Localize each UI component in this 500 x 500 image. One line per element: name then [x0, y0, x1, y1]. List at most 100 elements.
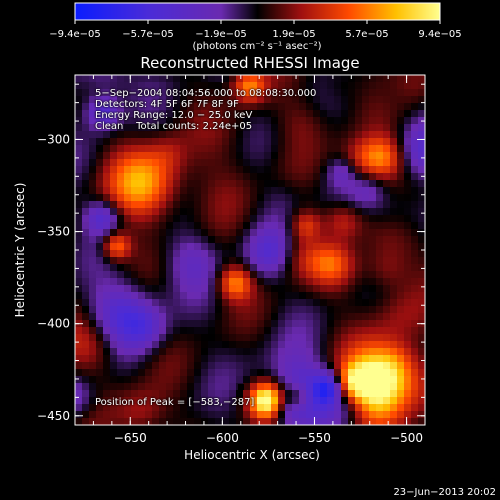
- heatmap-cell: [243, 215, 251, 223]
- heatmap-cell: [390, 313, 398, 321]
- heatmap-cell: [313, 362, 321, 370]
- heatmap-cell: [299, 376, 307, 384]
- heatmap-cell: [313, 222, 321, 230]
- heatmap-cell: [411, 285, 419, 293]
- heatmap-cell: [82, 124, 90, 132]
- heatmap-cell: [271, 306, 279, 314]
- heatmap-cell: [180, 222, 188, 230]
- heatmap-cell: [96, 264, 104, 272]
- heatmap-cell: [341, 82, 349, 90]
- heatmap-cell: [180, 327, 188, 335]
- heatmap-cell: [89, 138, 97, 146]
- heatmap-cell: [166, 285, 174, 293]
- heatmap-cell: [334, 362, 342, 370]
- heatmap-cell: [320, 334, 328, 342]
- heatmap-cell: [103, 355, 111, 363]
- heatmap-cell: [96, 271, 104, 279]
- heatmap-cell: [187, 313, 195, 321]
- heatmap-cell: [334, 96, 342, 104]
- heatmap-cell: [257, 320, 265, 328]
- heatmap-cell: [390, 215, 398, 223]
- heatmap-cell: [138, 418, 146, 425]
- heatmap-cell: [96, 96, 104, 104]
- heatmap-cell: [390, 264, 398, 272]
- heatmap-cell: [327, 334, 335, 342]
- heatmap-cell: [75, 299, 83, 307]
- heatmap-cell: [278, 222, 286, 230]
- heatmap-cell: [313, 264, 321, 272]
- heatmap-cell: [152, 306, 160, 314]
- heatmap-cell: [313, 292, 321, 300]
- heatmap-cell: [264, 96, 272, 104]
- heatmap-cell: [376, 180, 384, 188]
- heatmap-cell: [110, 103, 118, 111]
- heatmap-cell: [376, 341, 384, 349]
- heatmap-cell: [362, 383, 370, 391]
- heatmap-cell: [236, 215, 244, 223]
- heatmap-cell: [82, 355, 90, 363]
- heatmap-cell: [236, 222, 244, 230]
- heatmap-cell: [285, 404, 293, 412]
- heatmap-cell: [362, 201, 370, 209]
- heatmap-cell: [327, 222, 335, 230]
- heatmap-cell: [229, 271, 237, 279]
- heatmap-cell: [187, 390, 195, 398]
- heatmap-cell: [89, 404, 97, 412]
- heatmap-cell: [285, 355, 293, 363]
- heatmap-cell: [355, 222, 363, 230]
- heatmap-cell: [418, 257, 425, 265]
- heatmap-cell: [348, 229, 356, 237]
- heatmap-cell: [138, 103, 146, 111]
- heatmap-cell: [306, 362, 314, 370]
- heatmap-cell: [229, 82, 237, 90]
- heatmap-cell: [397, 264, 405, 272]
- heatmap-cell: [166, 411, 174, 419]
- heatmap-cell: [404, 152, 412, 160]
- heatmap-cell: [313, 397, 321, 405]
- heatmap-cell: [292, 411, 300, 419]
- heatmap-cell: [271, 75, 279, 83]
- heatmap-cell: [166, 376, 174, 384]
- heatmap-cell: [152, 215, 160, 223]
- heatmap-cell: [250, 271, 258, 279]
- heatmap-cell: [117, 236, 125, 244]
- heatmap-cell: [418, 418, 425, 425]
- heatmap-cell: [236, 411, 244, 419]
- heatmap-cell: [250, 138, 258, 146]
- heatmap-cell: [355, 110, 363, 118]
- heatmap-cell: [383, 229, 391, 237]
- heatmap-cell: [222, 159, 230, 167]
- y-tick-label: −450: [37, 409, 70, 423]
- heatmap-cell: [236, 306, 244, 314]
- colorbar-tick-label-1: −5.7e−05: [122, 29, 174, 40]
- heatmap-cell: [89, 145, 97, 153]
- heatmap-cell: [313, 215, 321, 223]
- heatmap-cell: [313, 145, 321, 153]
- heatmap-cell: [75, 411, 83, 419]
- heatmap-cell: [376, 397, 384, 405]
- heatmap-cell: [117, 355, 125, 363]
- heatmap-cell: [243, 152, 251, 160]
- heatmap-cell: [306, 173, 314, 181]
- heatmap-cell: [187, 166, 195, 174]
- heatmap-cell: [201, 117, 209, 125]
- heatmap-cell: [159, 390, 167, 398]
- heatmap-cell: [187, 383, 195, 391]
- heatmap-cell: [285, 376, 293, 384]
- heatmap-cell: [138, 383, 146, 391]
- heatmap-cell: [271, 383, 279, 391]
- heatmap-cell: [278, 341, 286, 349]
- heatmap-cell: [355, 229, 363, 237]
- heatmap-cell: [201, 187, 209, 195]
- heatmap-cell: [264, 82, 272, 90]
- heatmap-cell: [362, 82, 370, 90]
- heatmap-cell: [362, 103, 370, 111]
- heatmap-cell: [320, 166, 328, 174]
- heatmap-cell: [348, 215, 356, 223]
- heatmap-cell: [110, 145, 118, 153]
- heatmap-cell: [89, 89, 97, 97]
- heatmap-cell: [411, 229, 419, 237]
- heatmap-cell: [397, 96, 405, 104]
- heatmap-cell: [236, 159, 244, 167]
- heatmap-cell: [152, 285, 160, 293]
